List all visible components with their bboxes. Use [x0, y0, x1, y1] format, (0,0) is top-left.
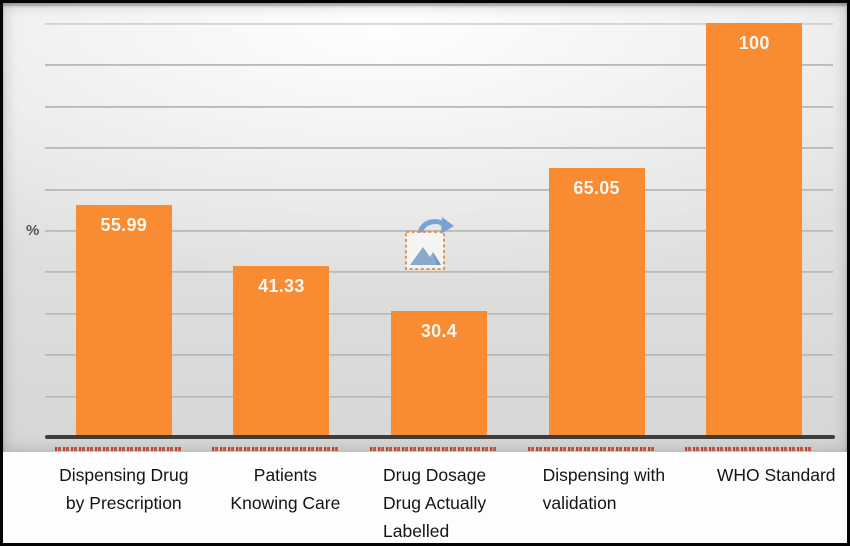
bar: 55.99: [75, 205, 172, 437]
chart-plot-area: % 55.99 41.33 30.4 65.05 100: [3, 3, 847, 452]
squished-text-artifact: [370, 447, 496, 451]
bar: 100: [706, 23, 803, 437]
bar-value-label: 65.05: [573, 177, 620, 198]
bar: 41.33: [233, 265, 330, 437]
gridline: [45, 147, 833, 150]
category-label: Drug Dosage Drug Actually Labelled: [383, 465, 487, 541]
category-label: Patients Knowing Care: [230, 465, 341, 513]
category-label: Dispensing Drug by Prescription: [59, 465, 189, 513]
squished-text-artifact: [685, 447, 812, 451]
gridline: [45, 271, 833, 274]
category-axis-labels: Dispensing Drug by Prescription Patients …: [3, 452, 847, 543]
bar-value-label: 100: [738, 33, 770, 53]
y-axis-title: %: [26, 222, 40, 239]
broken-image-icon[interactable]: [397, 213, 457, 271]
bar-value-label: 30.4: [420, 321, 458, 342]
category-label: WHO Standard: [716, 465, 836, 485]
bar: 65.05: [548, 167, 645, 437]
category-label: Dispensing with validation: [542, 465, 666, 513]
bar-value-label: 55.99: [100, 215, 148, 236]
bar-value-label: 41.33: [258, 275, 305, 296]
squished-text-artifact: [527, 447, 654, 451]
gridline: [45, 105, 833, 108]
gridline: [45, 64, 833, 67]
bar: 30.4: [391, 311, 487, 437]
squished-text-artifact: [212, 447, 339, 451]
squished-text-artifact: [54, 447, 181, 451]
gridline: [45, 188, 833, 191]
x-axis-line: [45, 435, 835, 439]
gridline: [45, 230, 833, 232]
gridline: [45, 23, 833, 25]
